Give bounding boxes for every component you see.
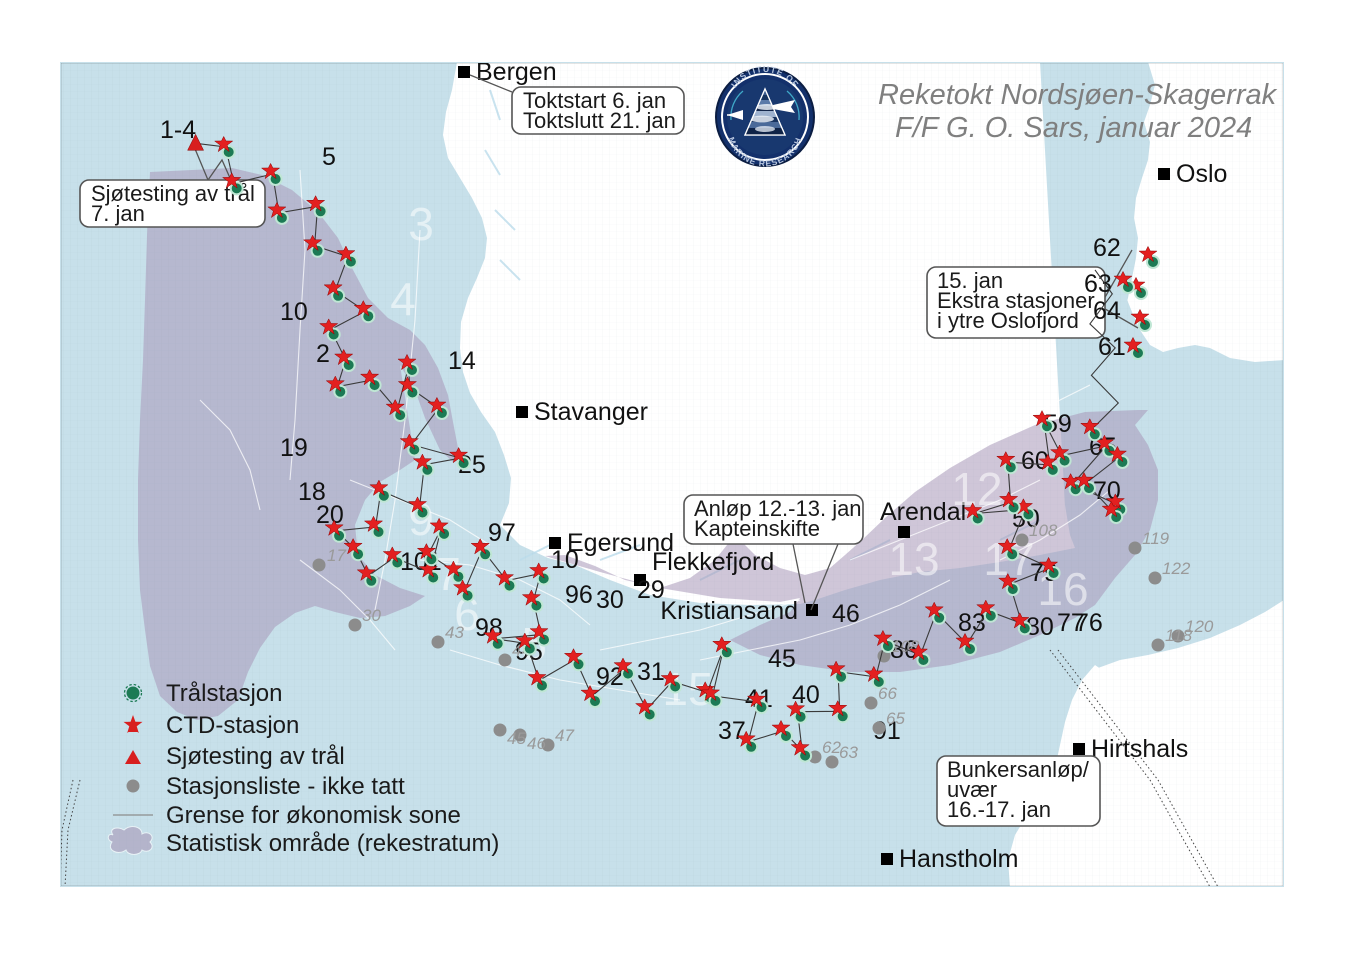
svg-text:61: 61 <box>1098 333 1126 361</box>
svg-text:122: 122 <box>1162 559 1191 578</box>
svg-text:14: 14 <box>448 347 476 375</box>
svg-text:29: 29 <box>637 576 665 604</box>
svg-text:96: 96 <box>565 581 593 609</box>
svg-text:i ytre Oslofjord: i ytre Oslofjord <box>937 308 1079 333</box>
svg-text:120: 120 <box>1185 617 1214 636</box>
svg-text:1-4: 1-4 <box>160 116 196 144</box>
svg-text:19: 19 <box>280 434 308 462</box>
svg-text:Hirtshals: Hirtshals <box>1091 735 1188 763</box>
svg-text:CTD-stasjon: CTD-stasjon <box>166 712 299 739</box>
svg-text:46: 46 <box>527 734 546 753</box>
svg-text:Sjøtesting av trål: Sjøtesting av trål <box>166 743 345 770</box>
svg-text:Trålstasjon: Trålstasjon <box>166 680 282 707</box>
svg-text:59°N: 59°N <box>4 377 34 437</box>
svg-text:13: 13 <box>888 533 939 585</box>
svg-text:Stavanger: Stavanger <box>534 398 648 426</box>
svg-text:47: 47 <box>555 726 574 745</box>
svg-text:F/F G. O. Sars, januar 2024: F/F G. O. Sars, januar 2024 <box>895 112 1252 144</box>
svg-text:30: 30 <box>362 606 381 625</box>
svg-text:46: 46 <box>832 600 860 628</box>
svg-text:10: 10 <box>551 546 579 574</box>
svg-text:57°N: 57°N <box>4 857 34 917</box>
svg-text:119: 119 <box>1142 529 1170 548</box>
svg-text:Kristiansand: Kristiansand <box>660 597 798 625</box>
svg-text:30: 30 <box>596 586 624 614</box>
svg-text:65: 65 <box>886 709 905 728</box>
svg-text:63: 63 <box>839 743 858 762</box>
svg-text:Hanstholm: Hanstholm <box>899 845 1019 873</box>
svg-text:76: 76 <box>1075 609 1103 637</box>
svg-text:58°N: 58°N <box>4 621 34 681</box>
svg-text:4: 4 <box>390 273 416 325</box>
svg-text:4°E: 4°E <box>276 902 320 932</box>
svg-text:60°N: 60°N <box>4 125 34 185</box>
svg-text:97: 97 <box>488 519 516 547</box>
svg-text:10: 10 <box>280 298 308 326</box>
svg-text:45: 45 <box>768 645 796 673</box>
svg-text:Toktslutt 21. jan: Toktslutt 21. jan <box>523 108 676 133</box>
svg-text:16.-17. jan: 16.-17. jan <box>947 797 1051 822</box>
svg-text:2: 2 <box>316 340 330 368</box>
svg-text:62: 62 <box>1093 234 1121 262</box>
svg-text:Stasjonsliste - ikke tatt: Stasjonsliste - ikke tatt <box>166 773 405 800</box>
svg-text:8°E: 8°E <box>789 902 833 932</box>
svg-text:6°E: 6°E <box>533 902 577 932</box>
svg-text:10°E: 10°E <box>1039 902 1098 932</box>
svg-text:45: 45 <box>507 729 526 748</box>
svg-text:37: 37 <box>718 717 746 745</box>
svg-text:3: 3 <box>408 198 434 250</box>
svg-text:Flekkefjord: Flekkefjord <box>652 548 774 576</box>
svg-text:17: 17 <box>327 546 346 565</box>
svg-text:43: 43 <box>445 623 464 642</box>
svg-text:Oslo: Oslo <box>1176 160 1227 188</box>
svg-text:Statistisk område (rekestratum: Statistisk område (rekestratum) <box>166 830 499 857</box>
svg-text:31: 31 <box>637 658 665 686</box>
svg-text:108: 108 <box>1029 521 1058 540</box>
svg-text:Kapteinskifte: Kapteinskifte <box>694 516 820 541</box>
svg-text:Reketokt Nordsjøen-Skagerrak: Reketokt Nordsjøen-Skagerrak <box>878 79 1278 111</box>
svg-text:5: 5 <box>322 143 336 171</box>
svg-text:Grense for økonomisk sone: Grense for økonomisk sone <box>166 802 461 829</box>
svg-text:7. jan: 7. jan <box>91 201 145 226</box>
